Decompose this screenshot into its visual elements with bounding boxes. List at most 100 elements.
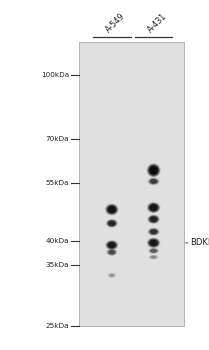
- Ellipse shape: [106, 219, 118, 228]
- Ellipse shape: [151, 256, 156, 258]
- Bar: [79, 42, 184, 326]
- Ellipse shape: [151, 256, 157, 259]
- Ellipse shape: [149, 239, 159, 247]
- Ellipse shape: [148, 228, 159, 235]
- Ellipse shape: [105, 240, 119, 250]
- Ellipse shape: [147, 228, 160, 236]
- Ellipse shape: [151, 256, 156, 258]
- Ellipse shape: [109, 250, 115, 254]
- Text: 100kDa: 100kDa: [41, 72, 69, 78]
- Ellipse shape: [147, 237, 161, 248]
- Ellipse shape: [109, 221, 115, 225]
- Ellipse shape: [151, 250, 156, 252]
- Ellipse shape: [150, 248, 158, 253]
- Ellipse shape: [107, 206, 116, 214]
- Ellipse shape: [147, 202, 161, 214]
- Ellipse shape: [108, 206, 115, 212]
- Ellipse shape: [148, 178, 159, 185]
- Ellipse shape: [105, 203, 119, 216]
- Ellipse shape: [147, 164, 160, 176]
- Ellipse shape: [109, 222, 114, 225]
- Ellipse shape: [149, 178, 158, 184]
- Text: 70kDa: 70kDa: [46, 136, 69, 142]
- Ellipse shape: [150, 229, 158, 234]
- Ellipse shape: [106, 204, 118, 215]
- Ellipse shape: [110, 274, 114, 277]
- Ellipse shape: [150, 179, 157, 184]
- Text: A-549: A-549: [104, 11, 127, 34]
- Ellipse shape: [150, 230, 157, 234]
- Ellipse shape: [107, 220, 116, 226]
- Ellipse shape: [106, 248, 117, 256]
- Ellipse shape: [147, 238, 160, 248]
- Ellipse shape: [148, 203, 159, 212]
- Ellipse shape: [108, 242, 116, 248]
- Ellipse shape: [105, 204, 118, 215]
- Ellipse shape: [150, 229, 157, 234]
- Ellipse shape: [148, 215, 160, 224]
- Ellipse shape: [109, 274, 115, 277]
- Ellipse shape: [146, 163, 161, 178]
- Ellipse shape: [151, 230, 157, 234]
- Ellipse shape: [148, 215, 159, 223]
- Ellipse shape: [108, 250, 115, 255]
- Ellipse shape: [149, 203, 159, 212]
- Ellipse shape: [149, 255, 158, 259]
- Ellipse shape: [109, 250, 115, 254]
- Ellipse shape: [150, 205, 157, 210]
- Ellipse shape: [151, 241, 156, 245]
- Ellipse shape: [150, 240, 157, 245]
- Ellipse shape: [149, 165, 159, 175]
- Ellipse shape: [109, 250, 115, 254]
- Ellipse shape: [107, 273, 116, 278]
- Ellipse shape: [151, 180, 156, 183]
- Text: A-431: A-431: [146, 11, 169, 34]
- Ellipse shape: [106, 219, 117, 227]
- Ellipse shape: [106, 240, 118, 250]
- Ellipse shape: [150, 249, 157, 253]
- Ellipse shape: [150, 249, 157, 253]
- Ellipse shape: [109, 243, 115, 247]
- Ellipse shape: [110, 274, 114, 276]
- Ellipse shape: [109, 207, 115, 212]
- Ellipse shape: [107, 220, 117, 227]
- Ellipse shape: [109, 243, 115, 247]
- Ellipse shape: [150, 167, 157, 174]
- Ellipse shape: [149, 248, 159, 253]
- Ellipse shape: [149, 255, 159, 259]
- Ellipse shape: [107, 249, 116, 255]
- Ellipse shape: [148, 228, 159, 236]
- Ellipse shape: [149, 216, 158, 222]
- Ellipse shape: [149, 239, 158, 246]
- Ellipse shape: [150, 204, 157, 211]
- Text: BDKRB1: BDKRB1: [186, 238, 209, 247]
- Ellipse shape: [150, 255, 157, 259]
- Ellipse shape: [150, 240, 157, 246]
- Ellipse shape: [107, 241, 117, 249]
- Ellipse shape: [108, 206, 116, 213]
- Ellipse shape: [109, 273, 115, 277]
- Ellipse shape: [108, 221, 115, 226]
- Ellipse shape: [151, 180, 157, 183]
- Ellipse shape: [149, 229, 158, 235]
- Ellipse shape: [149, 216, 158, 223]
- Ellipse shape: [152, 256, 156, 258]
- Ellipse shape: [147, 202, 160, 213]
- Ellipse shape: [150, 217, 157, 222]
- Ellipse shape: [151, 205, 156, 210]
- Ellipse shape: [150, 166, 158, 174]
- Ellipse shape: [106, 248, 118, 256]
- Text: 35kDa: 35kDa: [46, 262, 69, 268]
- Ellipse shape: [149, 229, 158, 235]
- Ellipse shape: [106, 219, 118, 228]
- Ellipse shape: [108, 243, 115, 248]
- Ellipse shape: [149, 255, 158, 259]
- Ellipse shape: [107, 241, 117, 249]
- Ellipse shape: [147, 177, 160, 186]
- Ellipse shape: [108, 206, 115, 212]
- Ellipse shape: [148, 248, 159, 254]
- Ellipse shape: [148, 203, 160, 212]
- Ellipse shape: [108, 273, 116, 278]
- Ellipse shape: [108, 273, 116, 278]
- Ellipse shape: [106, 205, 117, 214]
